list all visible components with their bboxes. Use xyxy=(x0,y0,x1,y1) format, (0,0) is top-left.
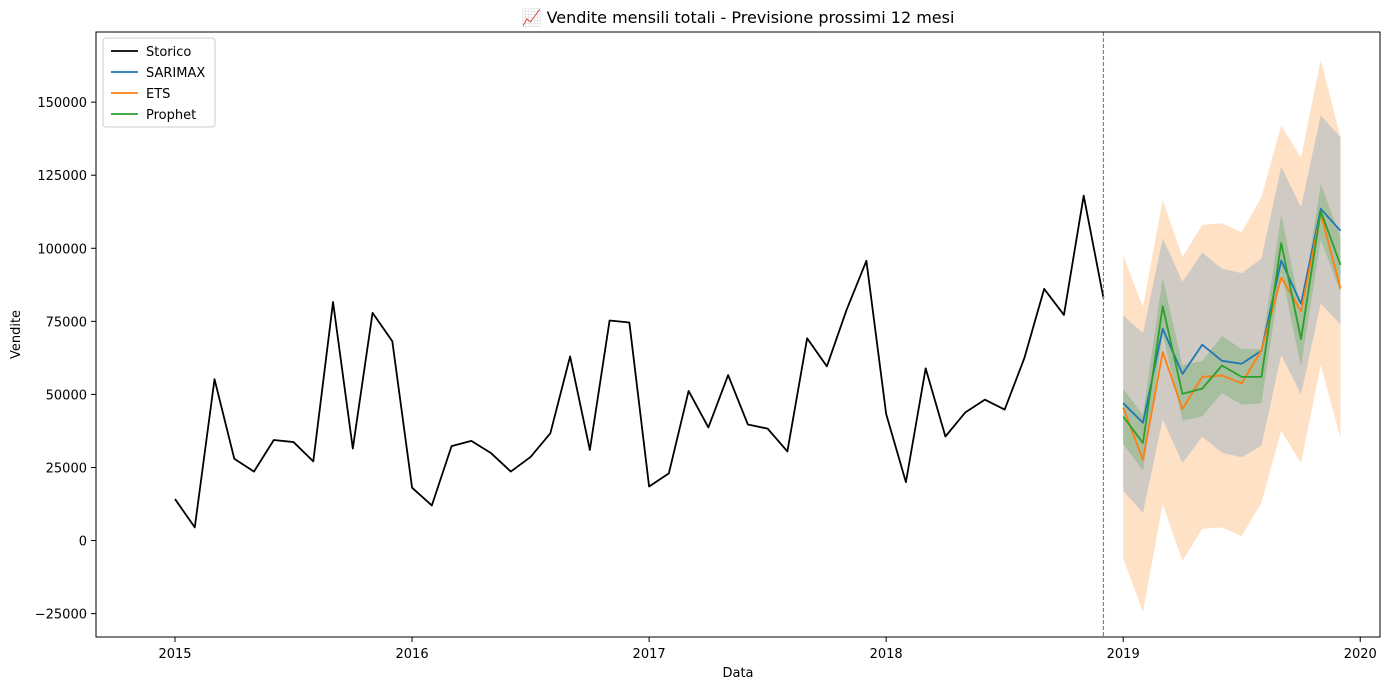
x-tick-label: 2015 xyxy=(158,647,191,662)
x-axis-label: Data xyxy=(722,666,753,681)
y-tick-label: 125000 xyxy=(37,169,87,184)
legend-label: SARIMAX xyxy=(146,66,205,81)
legend-label: Prophet xyxy=(146,108,196,123)
legend-label: ETS xyxy=(146,87,170,102)
x-tick-label: 2019 xyxy=(1107,647,1140,662)
series-lines xyxy=(174,194,1342,529)
y-axis-label: Vendite xyxy=(9,310,24,359)
y-tick-label: 25000 xyxy=(46,461,87,476)
y-tick-label: 150000 xyxy=(37,96,87,111)
legend-box xyxy=(102,37,216,128)
prophet-line xyxy=(1122,210,1342,444)
sarimax-line xyxy=(1122,207,1342,424)
prophet-confidence-band xyxy=(1123,183,1341,471)
x-tick-label: 2017 xyxy=(633,647,666,662)
confidence-bands xyxy=(1123,59,1341,613)
y-axis: −25000 0 25000 50000 75000 100000 125000 150000 xyxy=(35,96,96,623)
x-tick-label: 2018 xyxy=(870,647,903,662)
ets-line xyxy=(1122,212,1342,461)
x-tick-label: 2020 xyxy=(1344,647,1377,662)
plot-area xyxy=(95,31,1381,638)
legend: Storico SARIMAX ETS Prophet xyxy=(102,37,216,128)
x-tick-label: 2016 xyxy=(396,647,429,662)
sarimax-confidence-band xyxy=(1123,115,1341,513)
y-tick-label: 75000 xyxy=(46,315,87,330)
x-axis: 2015 2016 2017 2018 2019 2020 xyxy=(158,637,1377,662)
y-tick-label: −25000 xyxy=(35,608,87,623)
chart-title: 📈 Vendite mensili totali - Previsione pr… xyxy=(522,8,955,27)
legend-label: Storico xyxy=(146,45,191,60)
y-tick-label: 0 xyxy=(79,535,87,550)
y-tick-label: 50000 xyxy=(46,388,87,403)
y-tick-label: 100000 xyxy=(37,242,87,257)
storico-line xyxy=(174,194,1105,529)
